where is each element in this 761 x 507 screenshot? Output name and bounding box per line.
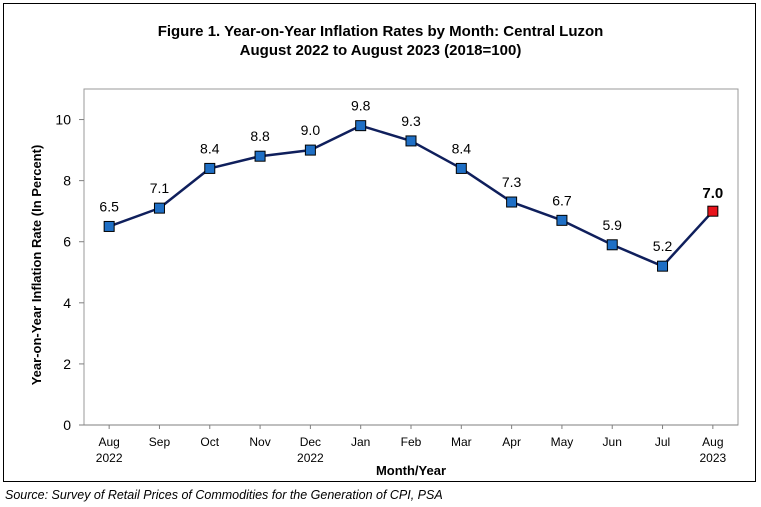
x-tick-label: Aug	[98, 435, 119, 449]
data-label: 7.0	[702, 185, 723, 202]
x-tick-label: Oct	[200, 435, 219, 449]
x-tick-label: Jul	[655, 435, 670, 449]
data-point	[304, 144, 316, 156]
line-chart: 0 2 4 6 8 10 Aug 2022 Sep Oct Nov Dec 2022 Jan Feb Mar…	[29, 88, 739, 478]
data-point	[556, 214, 568, 226]
x-axis-title: Month/Year	[376, 463, 446, 478]
data-point	[606, 239, 618, 251]
highlight-data-point	[707, 205, 719, 217]
data-point	[103, 220, 115, 232]
data-label: 8.8	[250, 128, 270, 144]
y-tick-label: 0	[63, 417, 71, 433]
data-label: 9.0	[301, 122, 321, 138]
data-point	[405, 135, 417, 147]
x-tick-label: Nov	[249, 435, 270, 449]
data-label: 5.2	[653, 238, 673, 254]
x-tick-label: Feb	[401, 435, 422, 449]
x-tick-label: Apr	[502, 435, 521, 449]
figure-frame	[3, 3, 756, 482]
x-tick-label: Mar	[451, 435, 472, 449]
chart-title: Figure 1. Year-on-Year Inflation Rates b…	[157, 23, 604, 40]
data-label: 9.8	[351, 98, 371, 114]
data-label: 8.4	[452, 140, 472, 156]
data-point	[657, 260, 669, 272]
x-tick-label: Aug	[702, 435, 723, 449]
x-tick-label: May	[551, 435, 574, 449]
data-label: 8.4	[200, 140, 220, 156]
x-tick-label: Jan	[351, 435, 370, 449]
data-point	[455, 162, 467, 174]
x-tick-label: Jun	[603, 435, 622, 449]
data-label: 9.3	[401, 113, 421, 129]
data-label: 7.1	[150, 180, 170, 196]
data-point	[355, 120, 367, 132]
y-tick-label: 8	[63, 173, 71, 189]
data-point	[254, 150, 266, 162]
data-point	[506, 196, 518, 208]
x-tick-year-label: 2022	[297, 451, 324, 465]
y-tick-label: 4	[63, 295, 71, 311]
chart-subtitle: August 2022 to August 2023 (2018=100)	[239, 42, 522, 59]
data-label: 6.5	[99, 198, 119, 214]
data-label: 5.9	[602, 217, 622, 233]
y-tick-label: 10	[55, 112, 71, 128]
data-point	[204, 162, 216, 174]
x-tick-year-label: 2023	[699, 451, 726, 465]
y-tick-label: 2	[63, 356, 71, 372]
source-note: Source: Survey of Retail Prices of Commo…	[5, 488, 443, 502]
y-tick-label: 6	[63, 234, 71, 250]
x-tick-year-label: 2022	[96, 451, 123, 465]
x-tick-label: Dec	[300, 435, 321, 449]
data-label: 6.7	[552, 192, 572, 208]
data-label: 7.3	[502, 174, 522, 190]
y-axis-title: Year-on-Year Inflation Rate (In Percent)	[29, 145, 44, 386]
x-tick-label: Sep	[149, 435, 171, 449]
data-point	[153, 202, 165, 214]
